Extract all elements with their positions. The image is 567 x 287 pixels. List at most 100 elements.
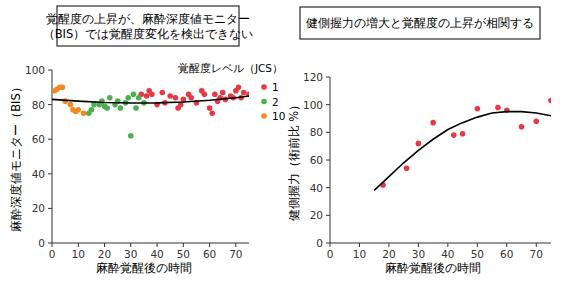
y-tick-label: 80 xyxy=(310,126,323,138)
x-tick-label: 70 xyxy=(530,248,543,260)
y-tick-label: 100 xyxy=(25,64,45,76)
point xyxy=(133,105,139,111)
x-tick-label: 20 xyxy=(382,248,395,260)
x-tick-label: 60 xyxy=(500,248,513,260)
point xyxy=(75,107,81,113)
x-tick xyxy=(330,243,331,247)
x-tick-label: 10 xyxy=(72,248,85,260)
y-tick-label: 0 xyxy=(38,237,45,249)
legend-marker xyxy=(261,99,267,105)
x-tick xyxy=(130,243,131,247)
x-tick xyxy=(183,243,184,247)
point xyxy=(60,85,66,91)
plot-area xyxy=(52,85,249,139)
point xyxy=(125,95,131,101)
y-tick xyxy=(326,215,330,216)
point xyxy=(81,110,87,116)
figure: 覚醒度の上昇が、麻酔深度値モニター（BIS）では覚醒度変化を検出できない 0 10 2… xyxy=(0,0,567,287)
x-tick xyxy=(235,243,236,247)
y-tick xyxy=(48,208,52,209)
x-tick xyxy=(359,243,360,247)
title-box xyxy=(300,7,540,39)
x-tick xyxy=(52,243,53,247)
chart: 覚醒度の上昇が、麻酔深度値モニター（BIS）では覚醒度変化を検出できない 0 10 2… xyxy=(9,6,285,275)
point xyxy=(241,90,247,96)
point xyxy=(430,120,436,126)
legend-marker xyxy=(261,113,267,119)
x-tick-label: 40 xyxy=(441,248,454,260)
point xyxy=(117,105,123,111)
point xyxy=(149,91,155,97)
point xyxy=(128,133,134,139)
x-axis xyxy=(330,243,551,244)
x-axis-label: 麻酔覚醒後の時間 xyxy=(385,261,481,275)
x-tick-label: 50 xyxy=(471,248,484,260)
x-axis-label: 麻酔覚醒後の時間 xyxy=(96,261,192,275)
x-tick xyxy=(209,243,210,247)
point xyxy=(460,131,466,137)
legend-label: 10 xyxy=(272,110,285,122)
y-tick-label: 80 xyxy=(32,99,45,111)
y-tick-label: 60 xyxy=(32,133,45,145)
point xyxy=(104,105,110,111)
trend-line xyxy=(374,112,551,191)
point xyxy=(212,91,218,97)
x-tick-label: 20 xyxy=(98,248,111,260)
y-axis-label: 麻酔深度値モニター（BIS） xyxy=(9,81,23,232)
y-tick-label: 40 xyxy=(32,168,45,180)
y-tick xyxy=(48,243,52,244)
y-tick xyxy=(326,160,330,161)
y-tick xyxy=(326,77,330,78)
y-tick xyxy=(48,70,52,71)
trend-line xyxy=(52,96,249,103)
point xyxy=(107,95,113,101)
x-tick xyxy=(418,243,419,247)
x-tick xyxy=(506,243,507,247)
x-tick-label: 60 xyxy=(203,248,216,260)
point xyxy=(68,102,74,108)
point xyxy=(220,90,226,96)
title: 健側握力の増大と覚醒度の上昇が相関する xyxy=(306,16,534,30)
y-tick-label: 120 xyxy=(303,71,323,83)
x-tick-label: 70 xyxy=(229,248,242,260)
point xyxy=(136,95,142,101)
x-tick xyxy=(157,243,158,247)
point xyxy=(495,105,501,111)
point xyxy=(533,118,539,124)
point xyxy=(404,166,410,172)
point xyxy=(475,106,481,112)
x-tick-label: 10 xyxy=(353,248,366,260)
point xyxy=(236,85,242,91)
point xyxy=(451,132,457,138)
chart: 健側握力の増大と覚醒度の上昇が相関する010203040506070020406… xyxy=(287,7,554,275)
y-tick xyxy=(326,104,330,105)
y-tick xyxy=(326,132,330,133)
y-tick xyxy=(326,243,330,244)
point xyxy=(173,95,179,101)
point xyxy=(188,95,194,101)
x-axis xyxy=(52,243,249,244)
x-tick xyxy=(536,243,537,247)
x-tick-label: 50 xyxy=(177,248,190,260)
legend-label: 2 xyxy=(272,96,279,108)
y-tick-label: 100 xyxy=(303,99,323,111)
point xyxy=(209,110,215,116)
point xyxy=(131,91,137,97)
x-tick xyxy=(78,243,79,247)
point xyxy=(167,93,173,99)
x-tick xyxy=(447,243,448,247)
y-tick xyxy=(48,139,52,140)
point xyxy=(519,124,525,130)
y-tick-label: 40 xyxy=(310,182,323,194)
y-tick-label: 0 xyxy=(316,237,323,249)
x-tick xyxy=(104,243,105,247)
x-tick xyxy=(477,243,478,247)
title: 覚醒度の上昇が、麻酔深度値モニター（BIS）では覚醒度変化を検出できない xyxy=(43,12,254,41)
point xyxy=(416,141,422,147)
point xyxy=(89,107,95,113)
legend-marker xyxy=(261,84,267,90)
y-tick-label: 20 xyxy=(310,209,323,221)
y-axis-label: 健側握力（術前比 %） xyxy=(287,99,301,222)
y-axis xyxy=(52,70,53,243)
point xyxy=(202,91,208,97)
